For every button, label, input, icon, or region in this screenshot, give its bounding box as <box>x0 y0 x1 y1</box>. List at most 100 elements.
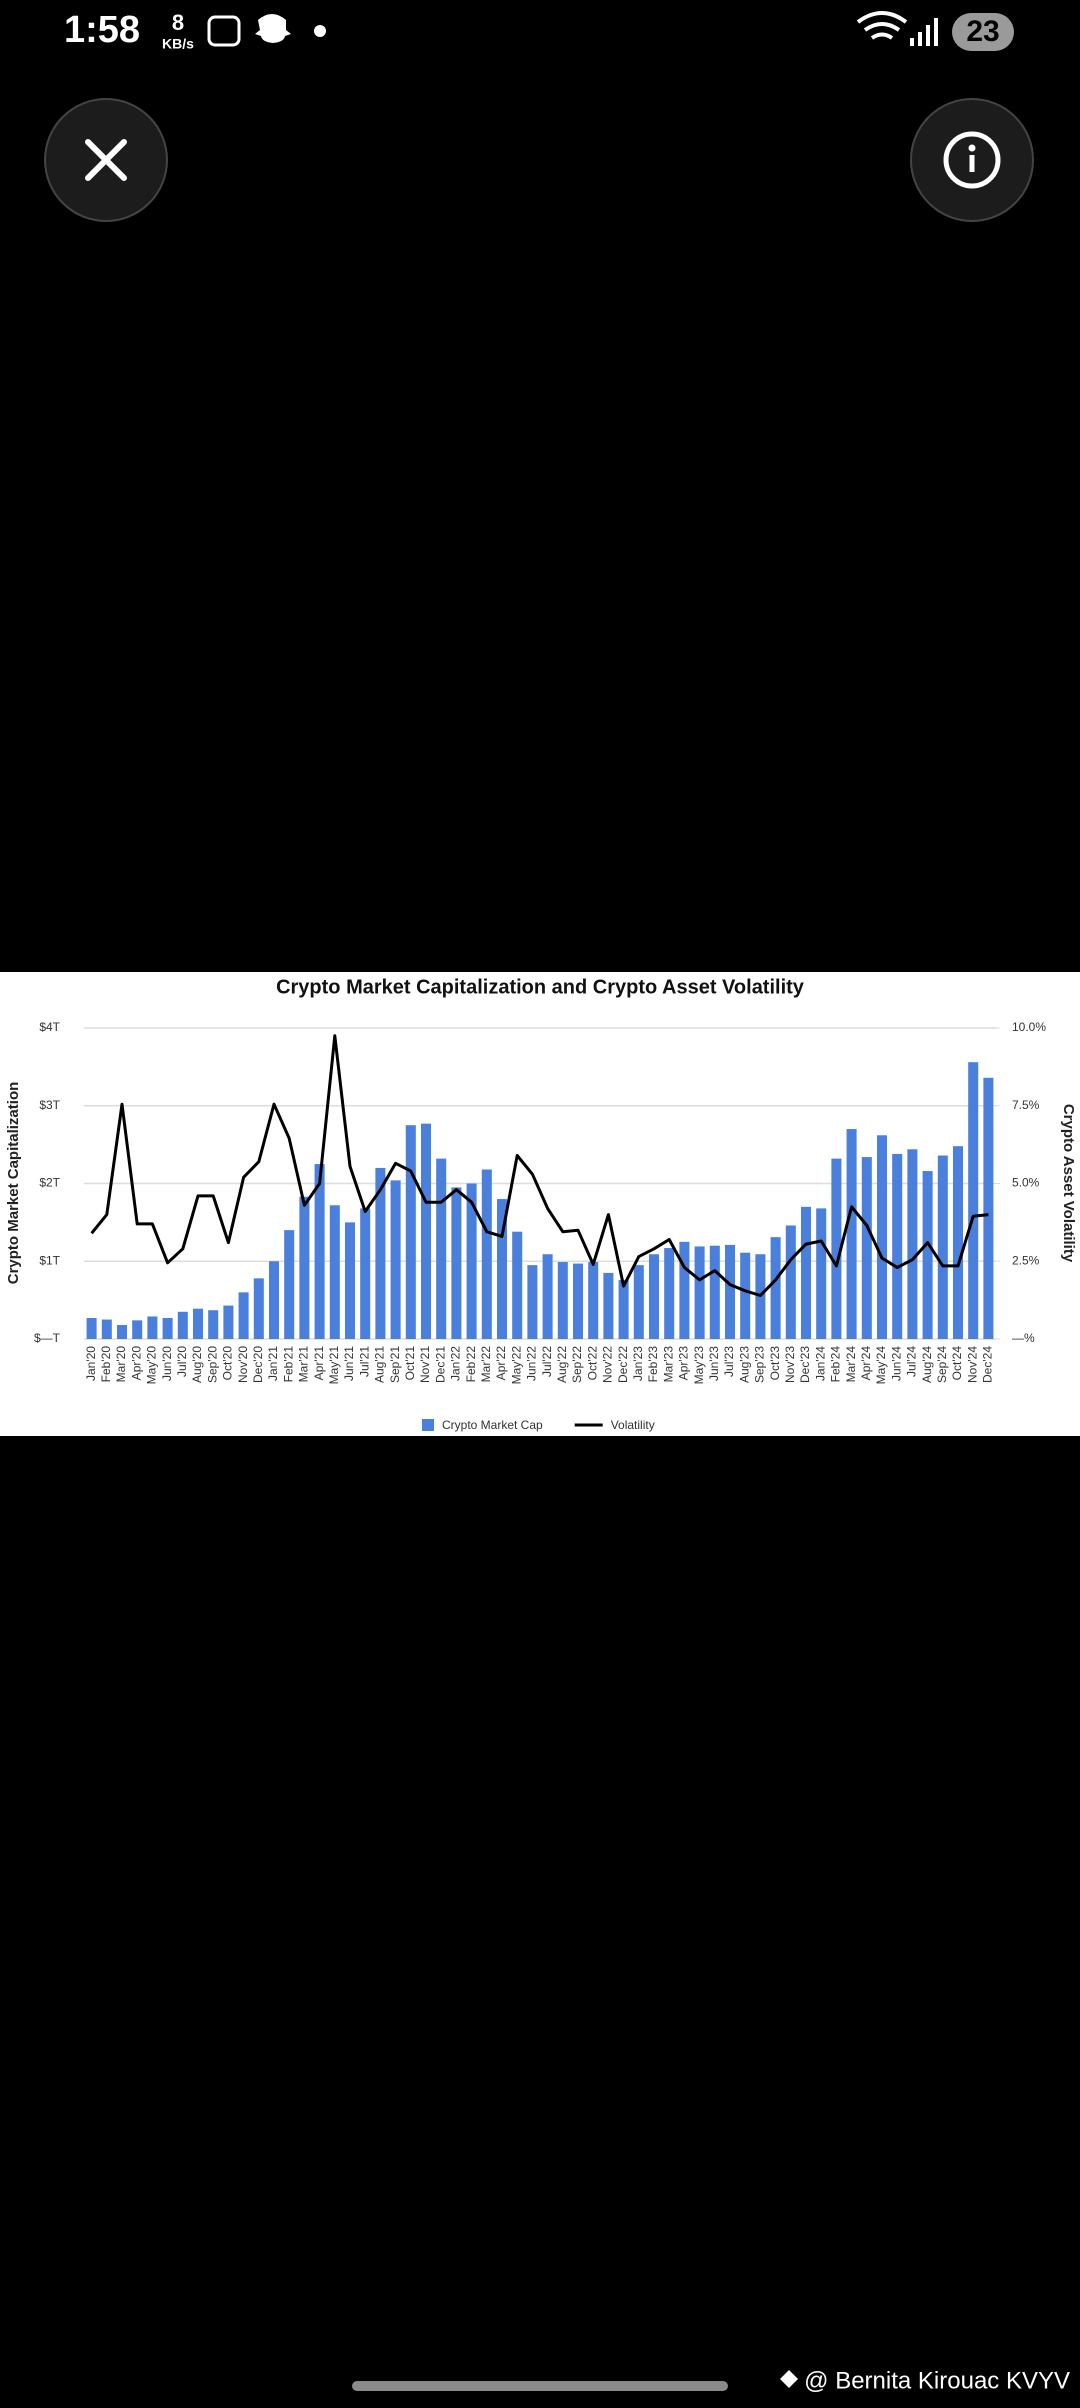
x-tick-label: Nov'24 <box>965 1346 979 1383</box>
bar <box>238 1292 249 1339</box>
bar <box>405 1125 416 1339</box>
x-tick-label: Apr'24 <box>859 1346 873 1381</box>
snapchat-icon <box>255 14 291 43</box>
bar <box>527 1265 538 1339</box>
info-button[interactable] <box>910 98 1034 222</box>
bar <box>603 1272 614 1339</box>
x-tick-label: Jul'24 <box>905 1346 919 1377</box>
x-tick-label: Apr'23 <box>677 1346 691 1381</box>
net-unit: KB/s <box>162 36 194 52</box>
line <box>90 1034 989 1297</box>
x-tick-label: Jun'23 <box>707 1346 721 1381</box>
bar <box>846 1129 857 1339</box>
bar <box>952 1146 964 1339</box>
bar <box>983 1077 994 1339</box>
x-tick-label: Mar'20 <box>114 1346 128 1383</box>
x-tick-label: Jun'20 <box>160 1346 174 1381</box>
x-tick-label: Nov'20 <box>236 1346 250 1383</box>
legend-label: Volatility <box>611 1418 655 1432</box>
bar <box>740 1252 751 1339</box>
y-tick-label: $—T <box>34 1331 61 1345</box>
bar <box>223 1305 234 1339</box>
battery <box>952 13 1014 51</box>
clock: 1:58 <box>64 9 140 51</box>
x-tick-label: Dec'20 <box>251 1346 265 1383</box>
y2-tick-label: 10.0% <box>1012 1020 1046 1034</box>
x-tick-label: Feb'23 <box>646 1346 660 1383</box>
x-tick-label: Jan'23 <box>631 1346 645 1381</box>
bar <box>375 1167 386 1339</box>
bar <box>329 1205 340 1339</box>
chart-title: Crypto Market Capitalization and Crypto … <box>276 976 805 998</box>
bar <box>633 1265 644 1339</box>
x-tick-label: May'22 <box>509 1346 523 1385</box>
x-tick-label: Feb'20 <box>99 1346 113 1383</box>
x-tick-label: Nov'23 <box>783 1346 797 1383</box>
bar <box>512 1231 523 1339</box>
x-tick-label: Oct'23 <box>768 1346 782 1381</box>
bar <box>481 1169 492 1339</box>
y2-tick-label: 2.5% <box>1012 1253 1040 1267</box>
x-tick-label: Apr'22 <box>494 1346 508 1381</box>
watermark: @ Bernita Kirouac KVYV <box>804 2367 1070 2394</box>
bar <box>466 1183 477 1339</box>
x-tick-label: Sep'24 <box>935 1346 949 1383</box>
bar <box>284 1230 295 1339</box>
legend-item: Volatility <box>574 1418 655 1432</box>
bar <box>968 1062 979 1339</box>
bar <box>937 1155 948 1339</box>
x-tick-label: Jul'23 <box>722 1346 736 1377</box>
x-tick-label: Aug'23 <box>737 1346 751 1383</box>
bar <box>648 1254 660 1339</box>
y-axis-title: Crypto Market Capitalization <box>5 1082 22 1285</box>
x-tick-label: Jan'24 <box>813 1346 827 1381</box>
bar <box>770 1237 781 1339</box>
bar <box>922 1171 933 1339</box>
chart: Crypto Market Capitalization and Crypto … <box>5 976 1077 1432</box>
x-tick-label: Jun'21 <box>342 1346 356 1381</box>
bar <box>694 1246 705 1339</box>
home-indicator[interactable] <box>352 2381 728 2391</box>
close-button[interactable] <box>44 98 168 222</box>
x-tick-label: May'21 <box>327 1346 341 1385</box>
bar <box>101 1319 112 1339</box>
bar <box>177 1311 188 1339</box>
bar <box>800 1206 812 1339</box>
x-tick-label: Mar'23 <box>661 1346 675 1383</box>
bar <box>816 1208 827 1339</box>
x-tick-label: Jul'21 <box>357 1346 371 1377</box>
x-tick-label: Jan'20 <box>84 1346 98 1381</box>
legend-label: Crypto Market Cap <box>442 1418 543 1432</box>
x-tick-label: Feb'24 <box>829 1346 843 1383</box>
bar <box>557 1262 568 1339</box>
x-tick-label: Oct'21 <box>403 1346 417 1381</box>
signal-icon <box>910 18 938 46</box>
bar <box>876 1135 888 1339</box>
x-tick-label: Aug'24 <box>920 1346 934 1383</box>
bar <box>496 1199 508 1339</box>
bar <box>451 1187 462 1339</box>
x-tick-label: May'24 <box>874 1346 888 1385</box>
bar <box>892 1153 903 1339</box>
x-tick-label: Sep'23 <box>753 1346 767 1383</box>
x-tick-label: Jul'20 <box>175 1346 189 1377</box>
bar <box>724 1244 736 1339</box>
x-tick-label: Dec'22 <box>616 1346 630 1383</box>
app-logo <box>780 2370 798 2388</box>
bar <box>785 1225 796 1339</box>
x-tick-label: May'20 <box>145 1346 159 1385</box>
x-tick-label: Feb'22 <box>464 1346 478 1383</box>
bar <box>147 1316 158 1339</box>
x-tick-label: Oct'22 <box>585 1346 599 1381</box>
y2-tick-label: —% <box>1012 1331 1035 1345</box>
bar <box>208 1310 219 1339</box>
x-tick-label: Oct'20 <box>221 1346 235 1381</box>
x-tick-label: Jan'22 <box>449 1346 463 1381</box>
bar <box>390 1180 401 1339</box>
x-tick-label: Dec'21 <box>433 1346 447 1383</box>
x-tick-label: Mar'22 <box>479 1346 493 1383</box>
legend-item: Crypto Market Cap <box>422 1418 543 1432</box>
bar <box>436 1158 447 1339</box>
x-tick-label: Jan'21 <box>266 1346 280 1381</box>
